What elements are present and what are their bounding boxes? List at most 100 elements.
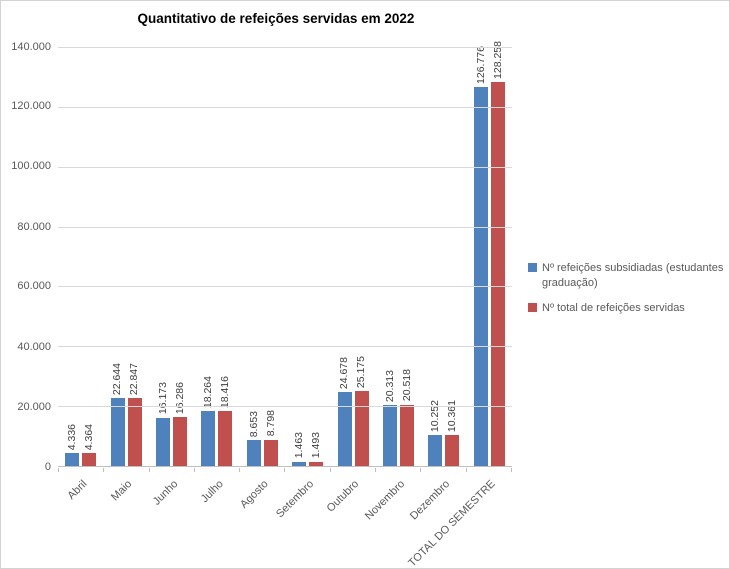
bar-group: 8.653 8.798	[240, 47, 285, 466]
bar-slot: 16.173	[156, 47, 171, 466]
bar-total	[127, 397, 142, 466]
gridline	[58, 166, 512, 168]
axis-tick	[421, 468, 467, 472]
bar-value-label: 20.313	[383, 370, 396, 403]
bar-value-label: 16.173	[156, 382, 169, 415]
bar-total	[309, 461, 324, 466]
bar-total	[173, 417, 188, 466]
gridline	[58, 346, 512, 348]
gridline	[58, 286, 512, 288]
plot-area: 4.336 4.364 22.644 22.847 16.173 16.286 18.264…	[58, 41, 512, 467]
axis-tick	[58, 468, 105, 472]
bar-slot: 18.416	[218, 47, 233, 466]
legend-swatch-icon	[528, 302, 537, 312]
axis-tick	[150, 468, 195, 472]
bar-value-label: 22.644	[111, 363, 124, 396]
bar-slot: 18.264	[201, 47, 216, 466]
bar-slot: 1.463	[292, 47, 307, 466]
bar-subsidized	[246, 440, 261, 466]
bar-value-label: 10.252	[429, 400, 442, 433]
gridline	[58, 406, 512, 408]
bar-slot: 22.644	[110, 47, 125, 466]
bar-total	[445, 435, 460, 466]
bar-group: 22.644 22.847	[103, 47, 148, 466]
y-tick-label: 0	[44, 460, 51, 473]
legend-swatch-icon	[528, 263, 537, 272]
bar-value-label: 16.286	[173, 382, 186, 415]
gridline	[58, 106, 512, 108]
bar-value-label: 10.361	[446, 399, 459, 432]
legend-item: Nº refeições subsidiadas (estudantes gra…	[528, 261, 726, 291]
bar-value-label: 18.416	[219, 375, 232, 408]
bar-slot: 4.336	[65, 47, 80, 466]
bar-value-label: 4.364	[82, 423, 95, 450]
axis-tick	[376, 468, 422, 472]
bar-subsidized	[383, 405, 398, 466]
bar-total	[218, 410, 233, 466]
gridline	[58, 226, 512, 228]
x-axis-labels: Abril Maio Junho Julho Agosto Setembro Outubro…	[58, 472, 512, 568]
bar-group: 20.313 20.518	[376, 47, 421, 466]
bar-value-label: 1.493	[309, 432, 322, 459]
y-tick-label: 20.000	[17, 400, 51, 413]
bar-group: 10.252 10.361	[421, 47, 466, 466]
bar-slot: 4.364	[82, 47, 97, 466]
bar-subsidized	[428, 435, 443, 466]
bar-subsidized	[292, 461, 307, 466]
bar-subsidized	[201, 411, 216, 466]
legend-label: Nº refeições subsidiadas (estudantes gra…	[542, 262, 724, 289]
bar-slot: 22.847	[127, 47, 142, 466]
x-tick-label: Maio	[109, 478, 135, 504]
bar-group: 24.678 25.175	[330, 47, 375, 466]
x-axis-ticks	[58, 468, 512, 472]
axis-tick	[285, 468, 331, 472]
gridline	[58, 47, 512, 48]
y-tick-label: 60.000	[17, 280, 51, 293]
bar-value-label: 20.518	[400, 369, 413, 402]
bar-total	[400, 404, 415, 466]
axis-tick	[195, 468, 241, 472]
axis-tick	[104, 468, 150, 472]
y-axis: 140.000 120.000 100.000 80.000 60.000 40.000 2…	[1, 41, 51, 473]
axis-tick	[240, 468, 286, 472]
y-tick-label: 80.000	[17, 220, 51, 233]
y-tick-label: 100.000	[11, 160, 51, 173]
bar-group: 4.336 4.364	[58, 47, 103, 466]
bar-slot: 8.798	[263, 47, 278, 466]
bar-slot: 1.493	[309, 47, 324, 466]
chart-title: Quantitativo de refeições servidas em 20…	[137, 11, 415, 26]
bar-subsidized	[65, 453, 80, 466]
bar-group: 18.264 18.416	[194, 47, 239, 466]
bar-group: 126.776 128.258	[467, 41, 512, 466]
bar-value-label: 4.336	[65, 423, 78, 451]
x-tick-label: Outubro	[325, 478, 362, 515]
legend-item: Nº total de refeições servidas	[528, 301, 726, 316]
bar-value-label: 18.264	[202, 376, 215, 409]
bar-value-label: 8.653	[247, 410, 260, 438]
bar-slot: 24.678	[337, 47, 352, 466]
bar-subsidized	[473, 86, 488, 466]
axis-tick	[467, 468, 512, 472]
y-tick-label: 140.000	[11, 40, 51, 53]
legend: Nº refeições subsidiadas (estudantes gra…	[528, 261, 726, 326]
bar-subsidized	[337, 392, 352, 466]
legend-label: Nº total de refeições servidas	[542, 301, 685, 314]
bar-slot: 8.653	[246, 47, 261, 466]
bar-group: 1.463 1.493	[285, 47, 330, 466]
bar-slot: 16.286	[173, 47, 188, 466]
x-tick-label: Abril	[65, 478, 90, 503]
bar-slot: 25.175	[354, 47, 369, 466]
bar-slot: 128.258	[490, 41, 505, 466]
bar-total	[263, 439, 278, 466]
bar-slot: 20.313	[383, 47, 398, 466]
bar-total	[354, 390, 369, 466]
bar-value-label: 126.776	[474, 45, 487, 84]
bar-subsidized	[110, 398, 125, 466]
bar-group: 16.173 16.286	[149, 47, 194, 466]
bar-total	[490, 82, 505, 466]
bar-value-label: 8.798	[264, 410, 277, 437]
y-tick-label: 40.000	[17, 340, 51, 353]
bar-groups: 4.336 4.364 22.644 22.847 16.173 16.286 18.264…	[58, 41, 512, 466]
bar-value-label: 25.175	[355, 355, 368, 388]
